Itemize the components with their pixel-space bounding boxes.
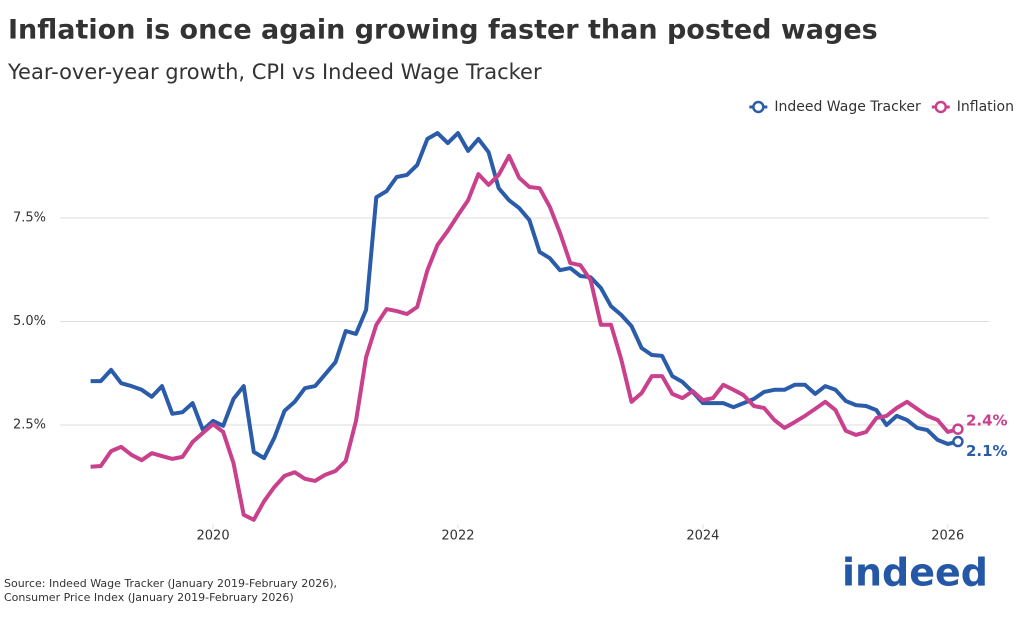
source-note: Consumer Price Index (January 2019-Febru… bbox=[4, 591, 294, 604]
legend-marker bbox=[934, 100, 948, 114]
x-tick-label: 2024 bbox=[686, 529, 719, 544]
end-point bbox=[952, 435, 964, 448]
value-label: 2.1% bbox=[966, 442, 1008, 460]
x-tick-label: 2026 bbox=[931, 529, 964, 544]
legend-label: Inflation bbox=[957, 99, 1014, 115]
x-tick-label: 2022 bbox=[441, 529, 474, 544]
value-label: 2.4% bbox=[966, 412, 1008, 430]
series-line bbox=[90, 131, 959, 461]
legend-label: Indeed Wage Tracker bbox=[774, 99, 921, 115]
series-line bbox=[90, 153, 959, 522]
y-tick-label: 5.0% bbox=[13, 314, 46, 329]
legend-marker bbox=[752, 100, 765, 114]
source-note: Source: Indeed Wage Tracker (January 201… bbox=[4, 577, 337, 590]
chart-subtitle: Year-over-year growth, CPI vs Indeed Wag… bbox=[7, 60, 542, 84]
logo: indeed bbox=[842, 551, 988, 595]
y-tick-label: 2.5% bbox=[13, 418, 46, 433]
end-point bbox=[952, 423, 964, 435]
chart-title: Inflation is once again growing faster t… bbox=[8, 15, 878, 46]
x-tick-label: 2020 bbox=[197, 529, 230, 544]
y-tick-label: 7.5% bbox=[13, 211, 46, 226]
